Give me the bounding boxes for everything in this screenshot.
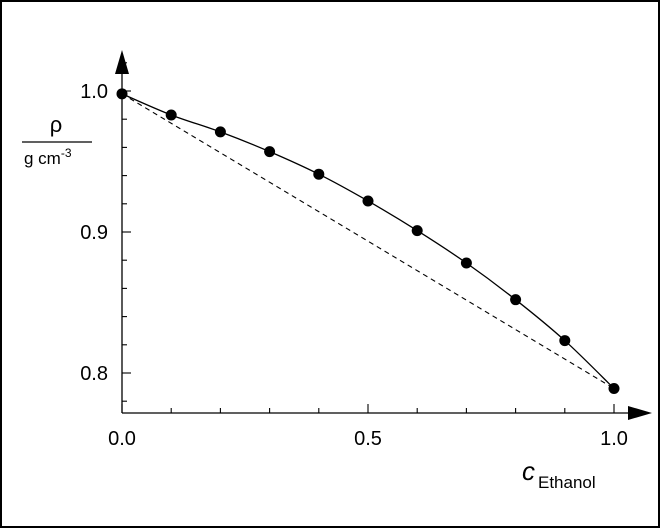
data-point <box>608 383 620 395</box>
ticks: 0.0 0.5 1.0 0.8 0.9 1.0 <box>80 62 628 450</box>
data-point <box>460 257 472 269</box>
data-point <box>559 335 571 347</box>
y-axis-arrowhead <box>115 50 129 74</box>
y-tick-label: 0.9 <box>80 222 108 244</box>
x-tick-label: 0.0 <box>108 428 136 450</box>
y-axis-label-denominator-text: g cm <box>24 149 61 168</box>
x-tick-label: 0.5 <box>354 428 382 450</box>
y-axis-label-denominator: g cm-3 <box>24 146 72 168</box>
x-tick-label: 1.0 <box>600 428 628 450</box>
data-point <box>214 126 226 138</box>
axes <box>115 50 652 420</box>
x-axis-label-subscript: Ethanol <box>538 473 596 492</box>
series-layer <box>116 88 620 395</box>
y-tick-label: 0.8 <box>80 363 108 385</box>
x-axis-arrowhead <box>628 406 652 420</box>
data-point <box>313 168 325 180</box>
data-point <box>362 195 374 207</box>
x-axis-label-main: c <box>522 456 535 486</box>
ideal-mixing-dashed-line <box>121 93 615 389</box>
data-point <box>411 225 423 237</box>
y-axis-label-numerator: ρ <box>50 112 63 137</box>
data-point <box>264 146 276 158</box>
data-point <box>510 294 522 306</box>
y-axis-label-exponent: -3 <box>61 146 72 160</box>
data-point <box>165 109 177 121</box>
y-tick-label: 1.0 <box>80 81 108 103</box>
